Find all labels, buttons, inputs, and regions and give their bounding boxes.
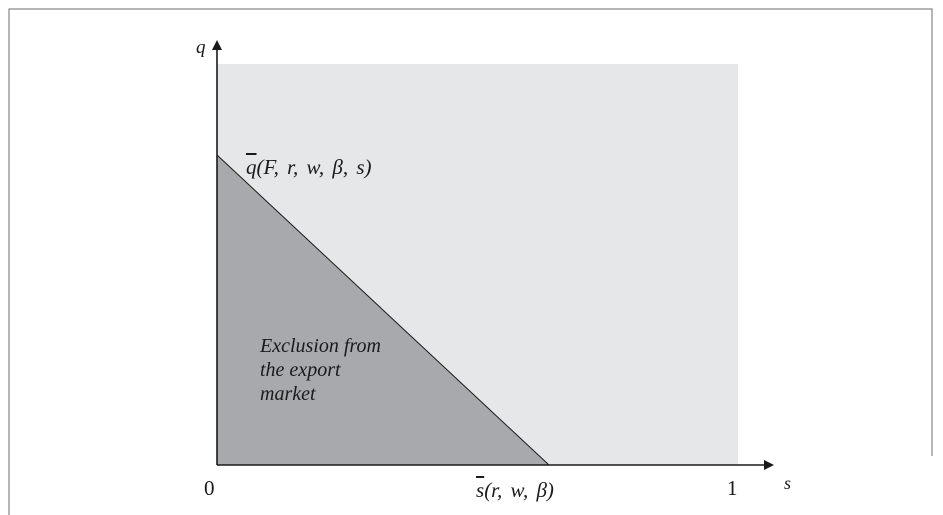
origin-tick-label: 0 [204, 476, 215, 500]
x-axis-label: s [784, 473, 792, 493]
threshold-intercept-label: s(r, w, β) [476, 480, 554, 501]
q-bar-symbol: q [246, 155, 257, 179]
q-bar-arguments: (F, r, w, β, s) [256, 155, 372, 179]
y-axis-label: q [196, 37, 206, 58]
region-label-line: Exclusion from [260, 335, 381, 357]
threshold-line [216, 154, 550, 466]
figure-frame [8, 8, 933, 515]
region-label-line: market [260, 383, 316, 405]
region-label-line: the export [260, 359, 341, 381]
x-max-tick-label: 1 [727, 476, 738, 500]
threshold-curve-label: q(F, r, w, β, s) [246, 157, 372, 178]
s-bar-arguments: (r, w, β) [484, 478, 554, 502]
exclusion-region-label: Exclusion from the export market [260, 334, 460, 406]
s-bar-symbol: s [476, 478, 485, 502]
